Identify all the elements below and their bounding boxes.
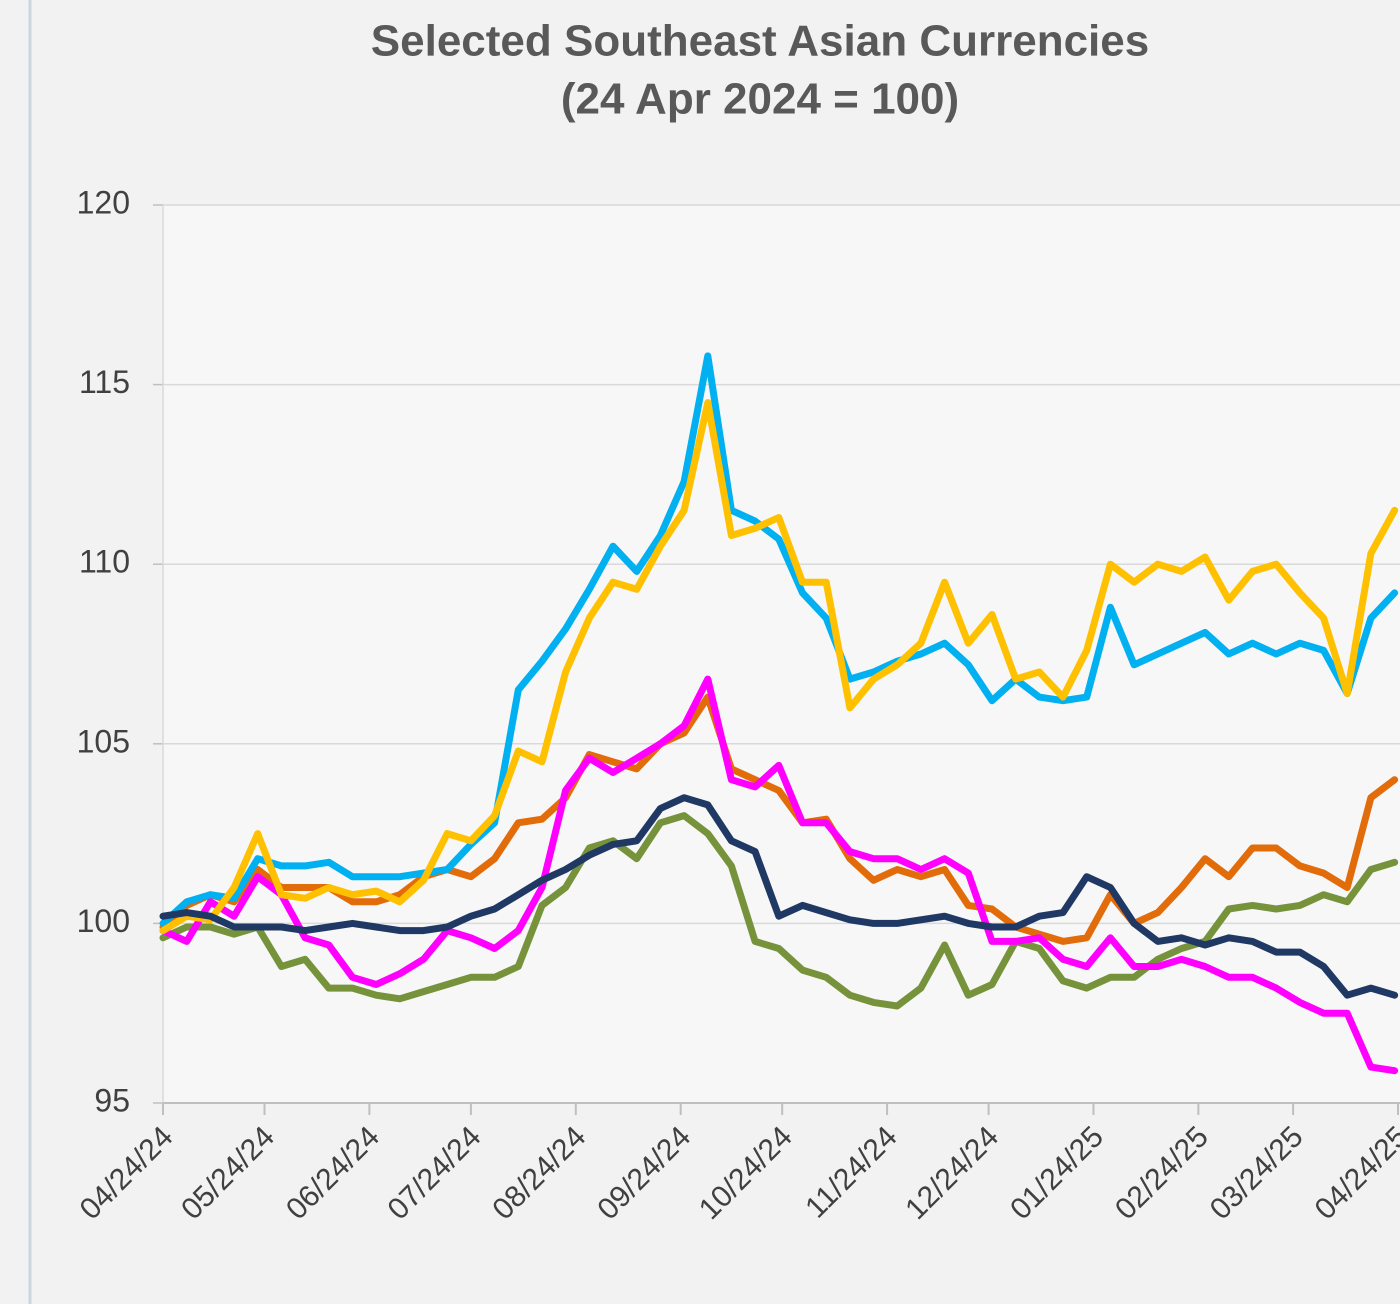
series-line: [159, 399, 1399, 935]
series-line: [159, 675, 1399, 1075]
y-tick-label: 105: [77, 723, 130, 759]
chart-title: Selected Southeast Asian Currencies: [371, 17, 1149, 66]
y-tick-label: 100: [77, 903, 130, 939]
series-line: [159, 794, 1399, 999]
y-tick-label: 110: [79, 544, 130, 580]
series-line: [159, 812, 1399, 1010]
chart-subtitle: (24 Apr 2024 = 100): [561, 75, 959, 124]
series-line: [159, 693, 1399, 945]
y-tick-label: 95: [94, 1082, 130, 1118]
y-tick-label: 115: [79, 364, 130, 400]
y-tick-label: 120: [77, 184, 130, 220]
series-line: [159, 352, 1399, 927]
